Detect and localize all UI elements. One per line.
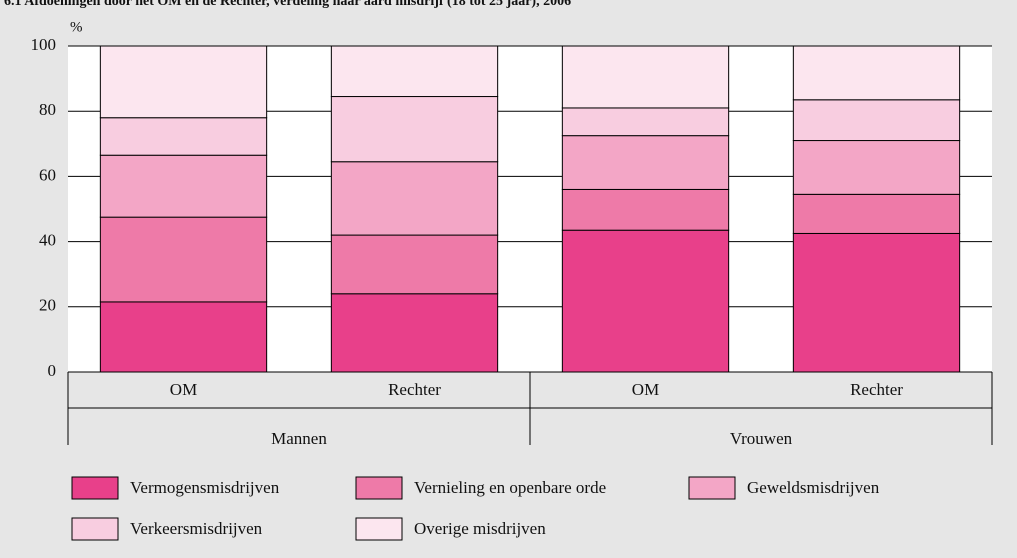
- bar-segment: [330, 293, 499, 373]
- legend-label: Vermogensmisdrijven: [130, 478, 280, 497]
- bar-segment: [99, 117, 268, 156]
- bar-segment: [561, 229, 730, 373]
- x-tick-label: Rechter: [850, 380, 903, 399]
- x-tick-label: Rechter: [388, 380, 441, 399]
- x-tick-label: OM: [632, 380, 659, 399]
- bar-segment: [99, 45, 268, 119]
- bar-segment: [792, 140, 961, 195]
- bar-segment: [99, 154, 268, 218]
- bar-segment: [330, 96, 499, 163]
- chart-title: 6.1 Afdoeningen door het OM en de Rechte…: [4, 0, 571, 9]
- y-axis-label: %: [70, 19, 83, 35]
- bar-segment: [561, 45, 730, 109]
- legend-swatch: [355, 476, 403, 500]
- bar-segment: [561, 135, 730, 190]
- bar-segment: [792, 193, 961, 234]
- y-tick-label: 60: [39, 165, 56, 184]
- legend-label: Vernieling en openbare orde: [414, 478, 606, 497]
- legend-swatch: [688, 476, 736, 500]
- bar-segment: [792, 45, 961, 101]
- bar-segment: [330, 234, 499, 295]
- y-tick-label: 20: [39, 296, 56, 315]
- legend-label: Geweldsmisdrijven: [747, 478, 880, 497]
- group-label: Vrouwen: [730, 429, 793, 448]
- y-tick-label: 0: [48, 361, 57, 380]
- x-tick-label: OM: [170, 380, 197, 399]
- bar-segment: [792, 232, 961, 373]
- group-label: Mannen: [271, 429, 327, 448]
- legend-swatch: [71, 476, 119, 500]
- y-tick-label: 100: [31, 35, 57, 54]
- bar-segment: [561, 188, 730, 231]
- legend-label: Verkeersmisdrijven: [130, 519, 263, 538]
- legend-swatch: [71, 517, 119, 541]
- bar-segment: [99, 216, 268, 303]
- legend-swatch: [355, 517, 403, 541]
- bar-segment: [561, 107, 730, 137]
- bar-segment: [330, 45, 499, 98]
- bar-segment: [792, 99, 961, 142]
- legend-label: Overige misdrijven: [414, 519, 546, 538]
- bar-segment: [99, 301, 268, 373]
- y-tick-label: 80: [39, 100, 56, 119]
- y-tick-label: 40: [39, 231, 56, 250]
- bar-segment: [330, 161, 499, 236]
